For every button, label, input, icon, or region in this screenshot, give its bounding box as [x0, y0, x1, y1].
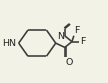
- Text: F: F: [74, 26, 80, 35]
- Text: N: N: [57, 32, 64, 41]
- Text: HN: HN: [2, 39, 16, 48]
- Text: O: O: [66, 58, 73, 67]
- Text: F: F: [80, 37, 86, 46]
